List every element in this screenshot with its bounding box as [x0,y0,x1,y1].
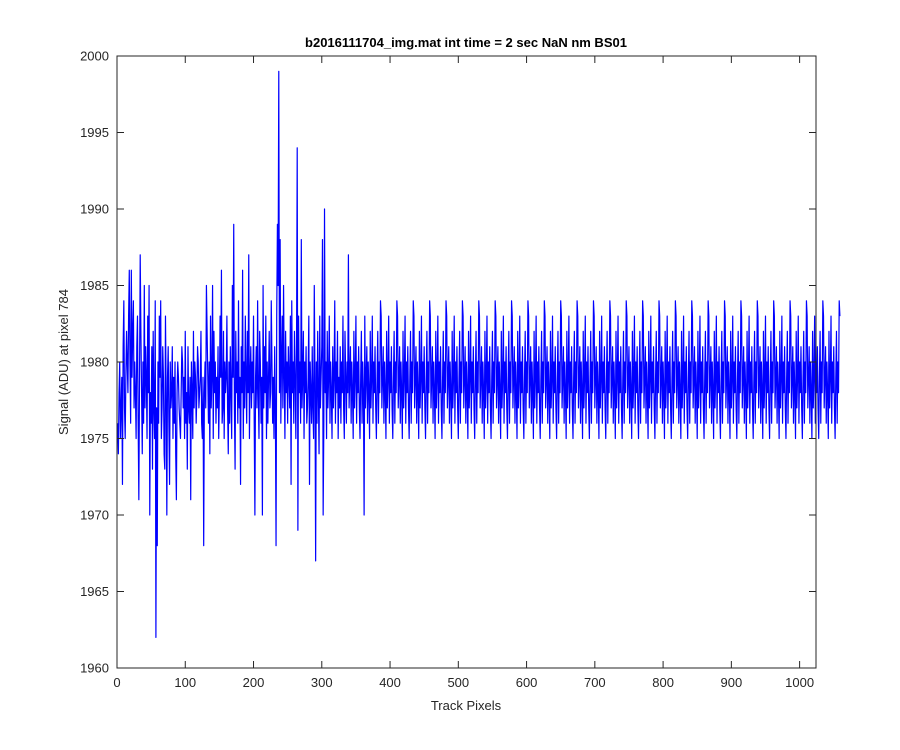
y-tick-label-8: 2000 [80,49,109,64]
x-tick-label-6: 600 [516,675,538,690]
x-tick-label-9: 900 [721,675,743,690]
y-tick-label-3: 1975 [80,431,109,446]
series-layer [117,70,841,639]
chart-title: b2016111704_img.mat int time = 2 sec NaN… [305,35,627,50]
x-tick-label-8: 800 [652,675,674,690]
x-tick-label-7: 700 [584,675,606,690]
y-axis-label: Signal (ADU) at pixel 784 [56,289,71,435]
x-tick-label-2: 200 [243,675,265,690]
y-tick-label-1: 1965 [80,584,109,599]
x-tick-label-4: 400 [379,675,401,690]
y-tick-label-5: 1985 [80,278,109,293]
y-tick-label-2: 1970 [80,508,109,523]
y-tick-label-7: 1995 [80,125,109,140]
y-tick-label-6: 1990 [80,202,109,217]
axes-layer: 0 100 200 300 400 500 600 700 800 900 1000 1960 1965… [80,49,817,690]
x-tick-label-5: 500 [447,675,469,690]
y-tick-label-4: 1980 [80,355,109,370]
x-tick-label-3: 300 [311,675,333,690]
x-tick-label-1: 100 [174,675,196,690]
x-tick-label-0: 0 [113,675,120,690]
x-axis-label: Track Pixels [431,698,502,713]
series-line-0 [117,70,841,639]
y-tick-label-0: 1960 [80,661,109,676]
x-tick-label-10: 1000 [785,675,814,690]
